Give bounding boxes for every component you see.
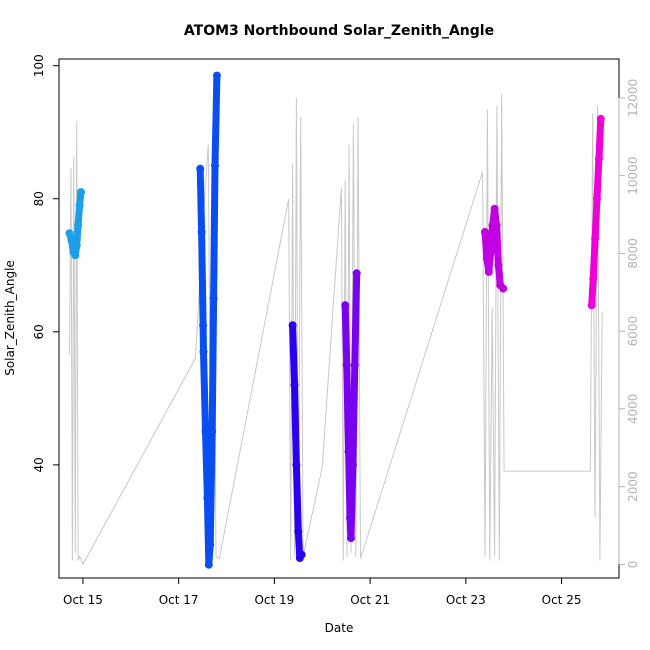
data-point	[206, 540, 215, 549]
x-tick-label: Oct 17	[159, 593, 199, 607]
data-point	[201, 427, 210, 436]
data-point	[67, 236, 76, 244]
y-tick-label: 100	[32, 54, 46, 77]
data-point	[596, 114, 605, 123]
data-point	[290, 381, 299, 389]
y2-tick-label: 8000	[626, 238, 640, 269]
data-point	[348, 460, 357, 469]
data-point	[492, 221, 501, 230]
series-line	[481, 205, 507, 293]
data-point	[499, 284, 508, 293]
y-tick-label: 40	[32, 457, 46, 472]
y2-axis: 0 2000 4000 6000 8000 10000 12000	[618, 79, 640, 569]
data-point	[591, 234, 600, 243]
secondary-series-line	[69, 93, 603, 566]
series-layer	[65, 71, 605, 569]
data-point	[65, 229, 74, 238]
data-point	[484, 267, 493, 276]
data-point	[341, 301, 350, 310]
data-point	[352, 269, 361, 278]
data-point	[74, 221, 83, 230]
y-axis: 40 60 80 100	[32, 54, 60, 473]
data-point	[208, 427, 217, 436]
data-point	[481, 228, 489, 236]
data-point	[494, 261, 503, 270]
data-point	[77, 188, 85, 197]
data-point	[72, 241, 81, 250]
data-point	[199, 321, 208, 330]
series-3	[288, 321, 306, 562]
plot-frame	[58, 58, 620, 579]
series-2	[196, 71, 221, 569]
data-point	[482, 254, 491, 263]
data-point	[342, 361, 351, 370]
series-1	[65, 188, 85, 260]
data-point	[211, 161, 219, 170]
series-5	[481, 204, 508, 293]
y-tick-label: 80	[32, 191, 46, 206]
x-axis: Oct 15 Oct 17 Oct 19 Oct 21 Oct 23 Oct 25	[63, 577, 582, 607]
y2-tick-label: 10000	[626, 157, 640, 195]
data-point	[589, 274, 598, 283]
data-point	[292, 460, 301, 469]
y-axis-label: Solar_Zenith_Angle	[3, 260, 17, 376]
y2-tick-label: 2000	[626, 471, 640, 502]
x-axis-label: Date	[325, 621, 354, 635]
secondary-series-layer	[69, 93, 603, 566]
series-4	[341, 269, 361, 543]
data-point	[212, 71, 221, 80]
data-point	[294, 527, 303, 536]
data-point	[587, 301, 596, 310]
data-point	[297, 550, 306, 559]
data-point	[71, 251, 80, 260]
y2-tick-label: 4000	[626, 394, 640, 425]
data-point	[594, 154, 603, 163]
data-point	[344, 447, 353, 456]
series-line	[588, 115, 605, 309]
series-line	[196, 72, 221, 569]
data-point	[486, 248, 495, 256]
data-point	[204, 560, 213, 569]
y2-tick-label: 6000	[626, 316, 640, 347]
x-tick-label: Oct 19	[254, 593, 294, 607]
x-tick-label: Oct 21	[350, 593, 390, 607]
data-point	[593, 194, 601, 203]
x-tick-label: Oct 23	[446, 593, 486, 607]
data-point	[490, 204, 499, 213]
data-point	[347, 534, 355, 543]
series-6	[587, 114, 605, 310]
data-point	[197, 228, 206, 236]
y-tick-label: 60	[32, 324, 46, 339]
data-point	[346, 514, 354, 523]
y2-tick-label: 0	[626, 561, 640, 569]
data-point	[350, 361, 359, 370]
series-line	[341, 269, 361, 542]
data-point	[75, 201, 84, 210]
x-tick-label: Oct 25	[542, 593, 582, 607]
data-point	[288, 321, 297, 330]
data-point	[199, 347, 208, 356]
chart-title: ATOM3 Northbound Solar_Zenith_Angle	[184, 23, 494, 39]
data-point	[203, 494, 212, 503]
data-point	[196, 164, 205, 173]
x-tick-label: Oct 15	[63, 593, 103, 607]
data-point	[209, 294, 218, 303]
y2-tick-label: 12000	[626, 79, 640, 117]
